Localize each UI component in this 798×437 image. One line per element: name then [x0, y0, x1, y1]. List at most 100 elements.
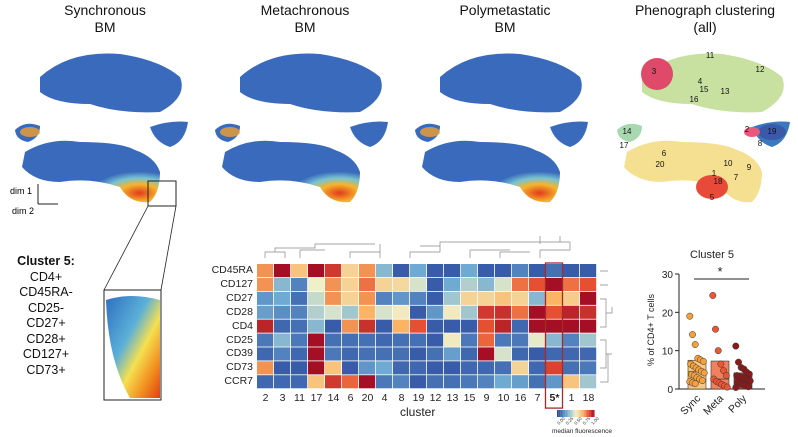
panel-title-phenograph: Phenograph clustering (all)	[634, 2, 776, 35]
heatmap-cell	[461, 319, 478, 333]
heatmap-cell	[529, 361, 546, 375]
umap-island	[222, 140, 360, 203]
heatmap-cell	[376, 264, 393, 278]
heatmap-cell	[393, 361, 410, 375]
column-label: 19	[412, 392, 425, 404]
column-label: 15	[463, 392, 476, 404]
colorbar-label: median fluorescence	[552, 428, 612, 435]
heatmap-cell	[512, 361, 529, 375]
heatmap-cell	[512, 264, 529, 278]
heatmap-cell	[546, 264, 563, 278]
highlight-box	[544, 262, 564, 409]
heatmap-cell	[342, 361, 359, 375]
heatmap-cell	[359, 291, 376, 305]
column-label: 20	[361, 392, 374, 404]
colorbar-segment	[588, 410, 590, 417]
dim1-label: dim 1	[10, 186, 32, 196]
colorbar-segment	[564, 410, 566, 417]
data-point	[691, 380, 699, 388]
heatmap-cell	[546, 375, 563, 389]
heatmap-cell	[359, 264, 376, 278]
heatmap-cell	[444, 264, 461, 278]
cluster-label-7: 7	[734, 173, 739, 182]
heatmap-cell	[512, 291, 529, 305]
heatmap-cell	[376, 291, 393, 305]
colorbar-segment	[587, 410, 589, 417]
cluster-label-13: 13	[721, 87, 730, 96]
heatmap-cell	[495, 291, 512, 305]
umap-island	[22, 140, 160, 203]
heatmap-cell	[529, 264, 546, 278]
cluster-label-5: 5	[710, 193, 715, 202]
cluster-blob	[696, 175, 728, 199]
heatmap-cell	[393, 277, 410, 291]
heatmap-cell	[325, 277, 342, 291]
colorbar-segment	[577, 410, 579, 417]
heatmap-cell	[376, 305, 393, 319]
heatmap-cell	[257, 347, 274, 361]
colorbar-segment	[592, 410, 594, 417]
colorbar-segment	[582, 410, 584, 417]
umap-island	[240, 53, 382, 113]
heatmap-cell	[444, 305, 461, 319]
heatmap-cell	[376, 361, 393, 375]
heatmap-cell	[308, 319, 325, 333]
cluster-blob	[641, 58, 673, 90]
heatmap-cell	[478, 333, 495, 347]
cluster5-phenotype: Cluster 5: CD4+ CD45RA- CD25- CD27+ CD28+ C…	[17, 254, 75, 377]
heatmap-cell	[461, 291, 478, 305]
heatmap-cell	[257, 375, 274, 389]
heatmap-cell	[359, 277, 376, 291]
heatmap-cell	[274, 305, 291, 319]
umap-island	[440, 53, 582, 113]
heatmap-cell	[580, 305, 597, 319]
zoom-box	[147, 180, 177, 207]
heatmap-cell	[274, 333, 291, 347]
colorbar-segment	[565, 410, 568, 417]
heatmap-cell	[546, 347, 563, 361]
cluster-label-15: 15	[700, 85, 709, 94]
x-tick-label: Sync	[678, 393, 703, 418]
data-point	[712, 325, 719, 333]
heatmap-cell	[461, 361, 478, 375]
y-tick-label: 30	[662, 270, 674, 281]
heatmap-cell	[495, 333, 512, 347]
umap-island	[150, 121, 188, 147]
heatmap-cell	[427, 375, 444, 389]
umap-hotspot	[20, 127, 40, 137]
cluster-label-16: 16	[690, 95, 699, 104]
heatmap-cell	[580, 277, 597, 291]
umap-sync	[15, 53, 188, 203]
heatmap-cell	[461, 305, 478, 319]
umap-phenograph: 3 11 12 415 13 16 14 17 2 19 8 6 20 10 9 118 7 5	[617, 51, 790, 203]
heatmap-cell	[546, 291, 563, 305]
colorbar-tick: 0.25	[565, 416, 575, 426]
heatmap-cell	[376, 319, 393, 333]
column-label: 5*	[549, 392, 560, 404]
heatmap-cell	[529, 305, 546, 319]
heatmap-cell	[291, 347, 308, 361]
column-label: 13	[446, 392, 459, 404]
umap-island	[550, 121, 588, 147]
row-label: CD27	[226, 291, 253, 304]
dim-axes: dim 1 dim 2	[10, 184, 58, 216]
colorbar-segment	[593, 410, 595, 417]
heatmap-cell	[325, 319, 342, 333]
heatmap-cell	[308, 375, 325, 389]
cluster-label-11: 11	[706, 51, 715, 60]
cluster-label-14: 14	[623, 127, 632, 136]
heatmap-cell	[461, 375, 478, 389]
colorbar-segment	[590, 410, 593, 417]
data-point	[735, 358, 742, 366]
heatmap-cell	[546, 319, 563, 333]
cluster-label-1: 1	[712, 169, 717, 178]
heatmap-cell	[478, 347, 495, 361]
colorbar-segment	[572, 410, 574, 417]
cluster-label-2: 2	[745, 125, 750, 134]
heatmap-cell	[325, 361, 342, 375]
column-label: 17	[310, 392, 323, 404]
cluster-label-18: 18	[714, 177, 723, 186]
heatmap-cell	[461, 277, 478, 291]
umap-hotspot	[420, 127, 440, 137]
